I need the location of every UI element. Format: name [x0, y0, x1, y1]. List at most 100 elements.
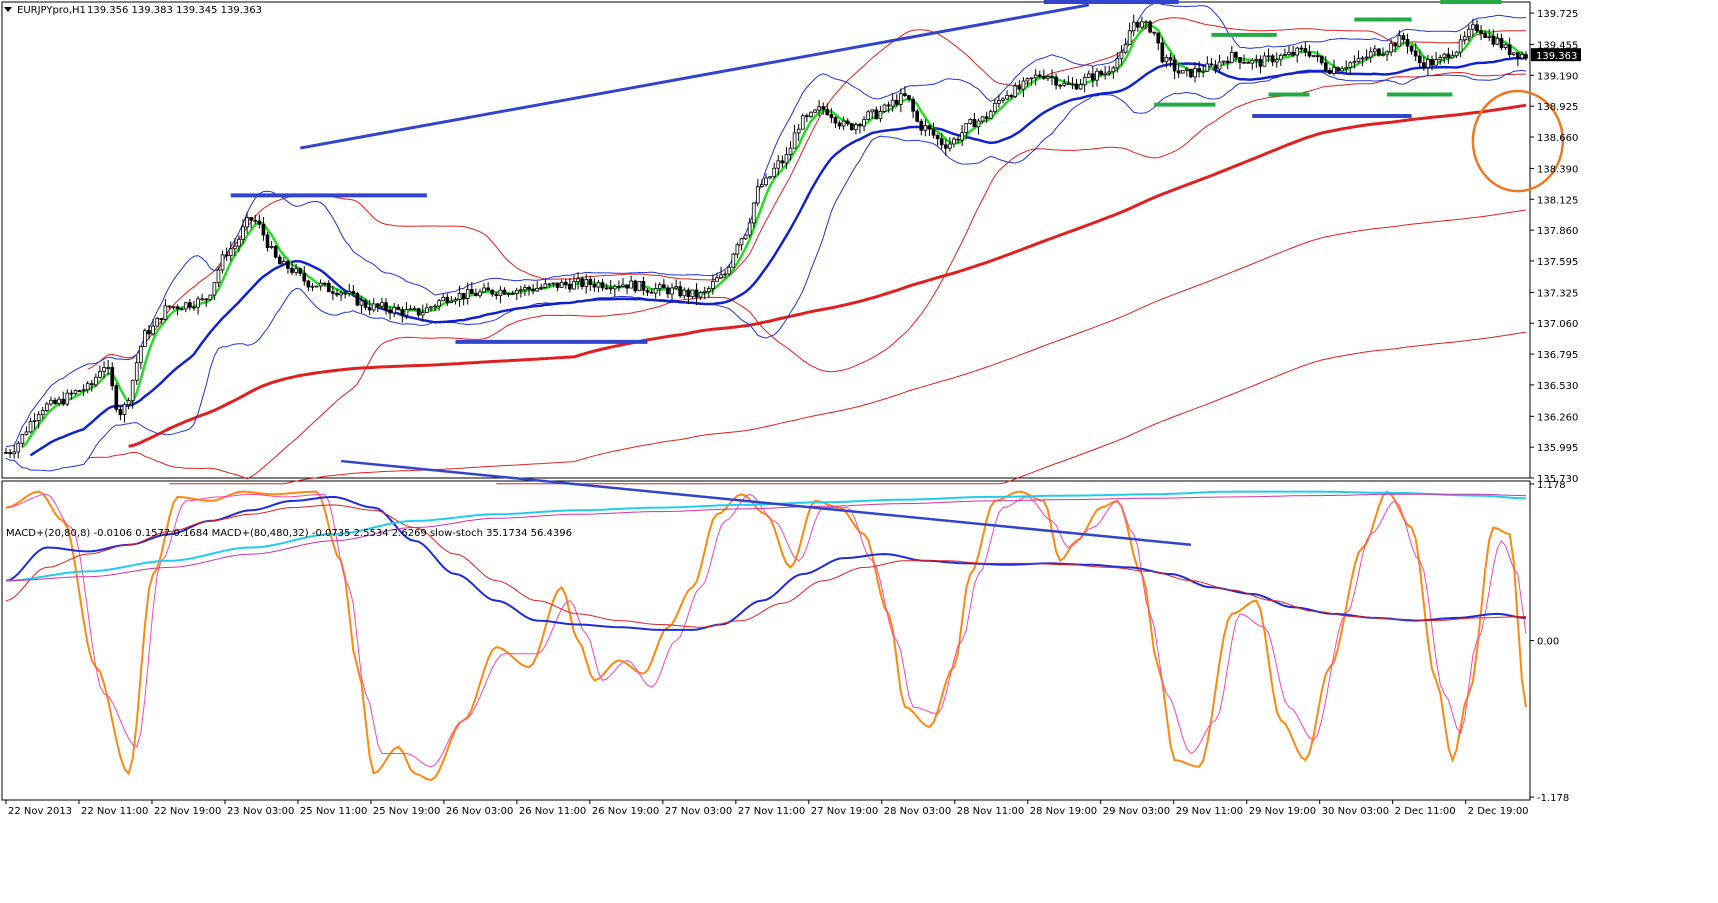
indicator-tick-label: -1.178: [1537, 793, 1569, 804]
candle-body: [1483, 33, 1487, 38]
candle-body: [314, 285, 319, 288]
candle-body: [1238, 57, 1242, 63]
candle-body: [126, 400, 131, 406]
candle-body: [743, 234, 748, 240]
candle-body: [416, 308, 421, 316]
candle-body: [1201, 70, 1206, 73]
indicator-series-5: [6, 493, 1526, 582]
candle-body: [1033, 74, 1038, 79]
candle-body: [1250, 59, 1255, 64]
candle-body: [16, 442, 21, 453]
candle-body: [61, 398, 66, 405]
candle-body: [1086, 73, 1091, 78]
dropdown-triangle-icon[interactable]: [4, 7, 12, 12]
candle-body: [1393, 42, 1398, 47]
candle-body: [1356, 57, 1361, 62]
candle-body: [77, 390, 82, 392]
candle-body: [89, 383, 94, 386]
candle-body: [972, 118, 977, 128]
current-price-label: 139.363: [1536, 51, 1577, 62]
candle-body: [886, 104, 891, 107]
candle-body: [445, 296, 450, 303]
candle-body: [723, 273, 727, 276]
candle-body: [948, 143, 952, 149]
time-tick-label: 22 Nov 19:00: [154, 806, 221, 817]
price-tick-label: 137.060: [1537, 319, 1578, 330]
candle-body: [1475, 24, 1479, 32]
candle-body: [1058, 84, 1063, 87]
candle-body: [220, 254, 225, 271]
candle-body: [73, 390, 78, 394]
candle-body: [228, 248, 233, 257]
candle-body: [956, 138, 960, 141]
candle-body: [335, 292, 339, 296]
candle-body: [371, 303, 376, 311]
candle-body: [899, 93, 903, 105]
candle-body: [519, 289, 523, 292]
candle-body: [927, 125, 932, 130]
candle-body: [208, 294, 213, 301]
candle-body: [1180, 70, 1185, 74]
candle-body: [57, 398, 61, 404]
candle-body: [1454, 51, 1459, 57]
candle-body: [870, 109, 875, 113]
candle-body: [911, 98, 915, 112]
candle-body: [175, 306, 180, 310]
candle-body: [1287, 51, 1291, 55]
candle-body: [535, 287, 540, 292]
candle-body: [690, 289, 695, 298]
candle-body: [1360, 57, 1365, 60]
candle-body: [939, 138, 944, 146]
candle-body: [637, 280, 642, 292]
candle-body: [621, 284, 625, 287]
candle-body: [694, 289, 699, 298]
ohlc-label: 139.356 139.383 139.345 139.363: [87, 5, 262, 16]
candle-body: [829, 114, 834, 118]
candle-body: [1479, 30, 1483, 34]
candle-body: [494, 293, 499, 297]
candle-body: [433, 305, 437, 308]
candle-body: [1234, 52, 1238, 58]
candle-body: [20, 433, 25, 444]
candle-body: [678, 286, 683, 297]
candle-body: [813, 109, 817, 113]
candle-body: [326, 282, 331, 293]
candle-body: [482, 287, 486, 293]
candle-body: [1270, 55, 1275, 63]
axes: 139.725 139.455 139.190 138.925 138.660 138.3…: [5, 9, 1581, 817]
candle-body: [849, 123, 854, 131]
candle-body: [286, 260, 290, 269]
candle-body: [768, 176, 772, 179]
candle-body: [890, 99, 895, 107]
candle-body: [735, 244, 740, 255]
annotations: [230, 0, 1565, 344]
candle-body: [760, 184, 764, 188]
candle-body: [997, 99, 1001, 104]
candle-body: [28, 421, 33, 433]
candle-body: [392, 306, 397, 314]
candle-body: [772, 167, 777, 178]
candle-body: [604, 287, 609, 290]
candle-body: [1009, 95, 1013, 97]
price-tick-label: 138.125: [1537, 195, 1578, 206]
candle-body: [1029, 77, 1034, 80]
trend-line: [299, 3, 1090, 150]
candle-body: [915, 110, 920, 122]
candle-body: [1160, 42, 1165, 63]
candle-body: [1274, 59, 1279, 63]
candle-body: [147, 330, 151, 335]
candle-body: [931, 128, 936, 136]
candle-body: [45, 403, 49, 411]
candle-body: [1156, 32, 1161, 44]
candle-body: [114, 385, 119, 410]
price-tick-label: 139.725: [1537, 9, 1578, 20]
candle-body: [375, 303, 380, 307]
candle-body: [1025, 78, 1030, 82]
candle-body: [98, 371, 102, 378]
candle-body: [1046, 76, 1050, 79]
candle-body: [514, 289, 519, 294]
candle-body: [106, 367, 110, 369]
outer-envelope-3: [496, 331, 1527, 485]
candle-body: [351, 291, 356, 294]
